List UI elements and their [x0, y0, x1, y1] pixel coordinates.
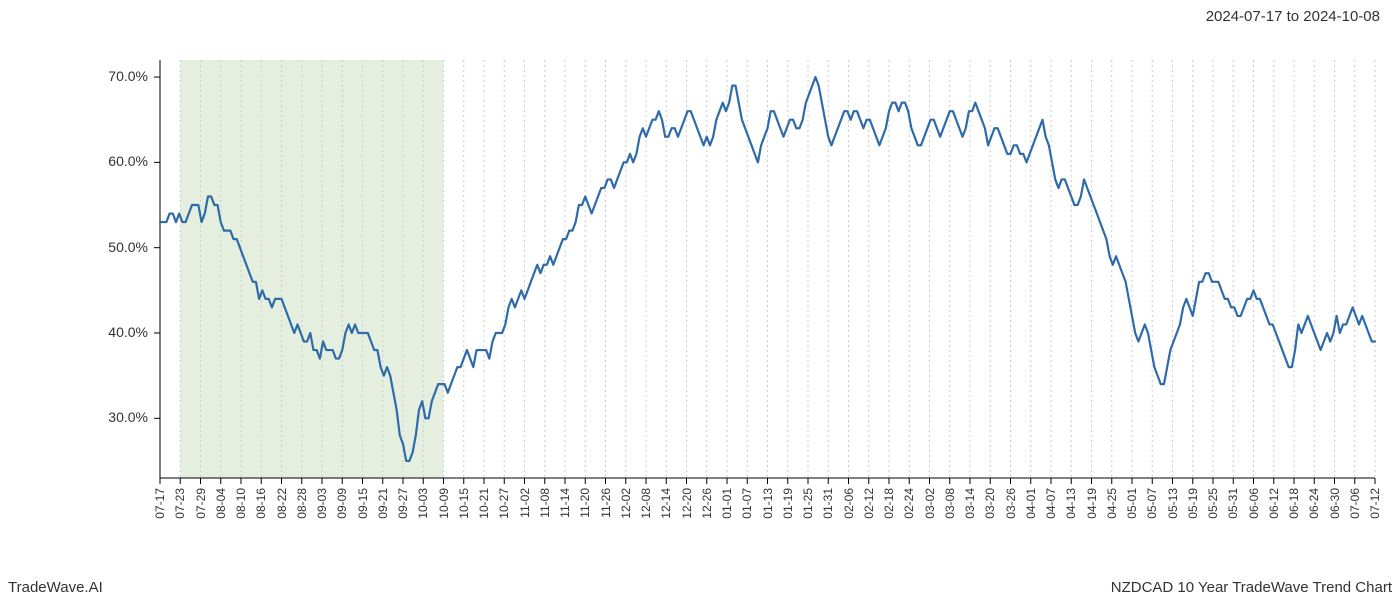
x-tick-label: 06-18: [1287, 488, 1301, 519]
x-tick-label: 01-19: [781, 488, 795, 519]
x-tick-label: 07-29: [194, 488, 208, 519]
x-tick-label: 10-03: [416, 488, 430, 519]
x-tick-label: 05-13: [1166, 488, 1180, 519]
x-tick-label: 08-28: [295, 488, 309, 519]
x-tick-label: 01-07: [740, 488, 754, 519]
x-tick-label: 01-01: [720, 488, 734, 519]
x-tick-label: 11-20: [578, 488, 592, 518]
x-tick-label: 09-09: [335, 488, 349, 519]
x-tick-label: 05-19: [1186, 488, 1200, 519]
y-tick-label: 70.0%: [0, 68, 148, 84]
chart-container: 2024-07-17 to 2024-10-08 TradeWave.AI NZ…: [0, 0, 1400, 600]
x-tick-label: 05-25: [1206, 488, 1220, 519]
x-tick-label: 09-21: [376, 488, 390, 519]
x-tick-label: 08-22: [275, 488, 289, 519]
x-tick-label: 11-26: [599, 488, 613, 518]
x-tick-label: 04-19: [1085, 488, 1099, 519]
x-tick-label: 11-08: [538, 488, 552, 518]
x-tick-label: 01-25: [801, 488, 815, 519]
x-tick-label: 04-25: [1105, 488, 1119, 519]
y-tick-label: 50.0%: [0, 239, 148, 255]
x-tick-label: 07-12: [1368, 488, 1382, 519]
x-tick-label: 09-27: [396, 488, 410, 519]
x-tick-label: 06-12: [1267, 488, 1281, 519]
x-tick-label: 05-07: [1145, 488, 1159, 519]
x-tick-label: 05-31: [1226, 488, 1240, 519]
x-tick-label: 06-24: [1307, 488, 1321, 519]
x-tick-label: 01-13: [761, 488, 775, 519]
x-tick-label: 03-08: [943, 488, 957, 519]
x-tick-label: 05-01: [1125, 488, 1139, 519]
x-tick-label: 03-20: [983, 488, 997, 519]
x-tick-label: 10-15: [457, 488, 471, 519]
x-tick-label: 12-26: [700, 488, 714, 519]
x-tick-label: 04-01: [1024, 488, 1038, 519]
x-tick-label: 08-04: [214, 488, 228, 519]
x-tick-label: 10-27: [497, 488, 511, 519]
x-tick-label: 03-14: [963, 488, 977, 519]
x-tick-label: 06-30: [1328, 488, 1342, 519]
x-tick-label: 04-13: [1064, 488, 1078, 519]
x-tick-label: 12-14: [659, 488, 673, 519]
y-tick-label: 30.0%: [0, 409, 148, 425]
x-tick-label: 08-10: [234, 488, 248, 519]
x-tick-label: 09-15: [356, 488, 370, 519]
x-tick-label: 02-12: [862, 488, 876, 519]
x-tick-label: 06-06: [1247, 488, 1261, 519]
x-tick-label: 12-20: [680, 488, 694, 519]
x-tick-label: 01-31: [821, 488, 835, 519]
x-tick-label: 07-23: [173, 488, 187, 519]
x-tick-label: 07-06: [1348, 488, 1362, 519]
y-tick-label: 40.0%: [0, 324, 148, 340]
x-tick-label: 09-03: [315, 488, 329, 519]
x-tick-label: 12-02: [619, 488, 633, 519]
x-tick-label: 10-21: [477, 488, 491, 519]
x-tick-label: 07-17: [153, 488, 167, 519]
x-tick-label: 04-07: [1044, 488, 1058, 519]
x-tick-label: 02-18: [882, 488, 896, 519]
x-tick-label: 12-08: [639, 488, 653, 519]
x-tick-label: 11-14: [558, 488, 572, 518]
x-tick-label: 11-02: [518, 488, 532, 518]
y-tick-label: 60.0%: [0, 153, 148, 169]
x-tick-label: 03-26: [1004, 488, 1018, 519]
x-tick-label: 08-16: [254, 488, 268, 519]
x-tick-label: 02-06: [842, 488, 856, 519]
x-tick-label: 10-09: [437, 488, 451, 519]
x-tick-label: 03-02: [923, 488, 937, 519]
x-tick-label: 02-24: [902, 488, 916, 519]
